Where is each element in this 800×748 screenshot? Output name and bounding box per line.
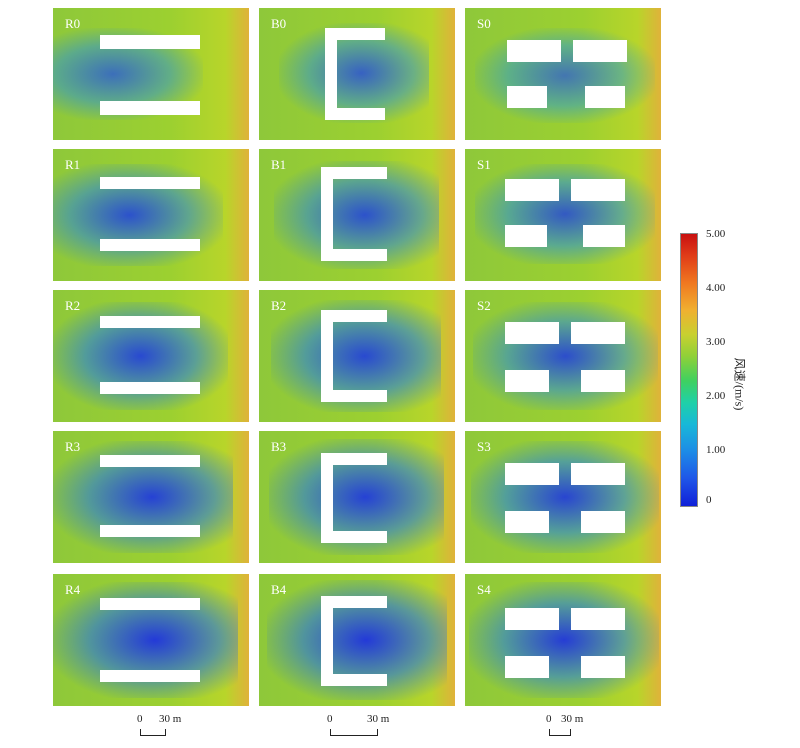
panel-label: R3 [65,439,81,454]
panel-label: B1 [271,157,287,172]
colorbar-tick: 4.00 [706,282,726,294]
panel-label: S3 [477,439,491,454]
panel-label: B0 [271,16,287,31]
scale-bar-line [549,729,571,736]
scale-label: 30 m [367,713,390,725]
panel-r3: R3 [53,431,249,563]
panel-label: B2 [271,298,287,313]
panel-label: S0 [477,16,491,31]
scale-zero: 0 [546,713,552,725]
colorbar [680,233,698,507]
scale-label: 30 m [561,713,584,725]
panel-s1: S1 [465,149,661,281]
panel-s3: S3 [465,431,661,563]
colorbar-tick: 3.00 [706,336,726,348]
colorbar-tick: 0 [706,494,712,506]
colorbar-tick: 5.00 [706,228,726,240]
panel-label: R4 [65,582,81,597]
panel-b2: B2 [259,290,455,422]
panel-r1: R1 [53,149,249,281]
panel-label: R2 [65,298,81,313]
panel-b4: B4 [259,574,455,706]
panel-r4: R4 [53,574,249,706]
panel-b3: B3 [259,431,455,563]
panel-r2: R2 [53,290,249,422]
panel-label: S1 [477,157,491,172]
scale-label: 30 m [159,713,182,725]
colorbar-tick: 1.00 [706,444,726,456]
scale-zero: 0 [327,713,333,725]
panel-s0: S0 [465,8,661,140]
panel-label: S4 [477,582,491,597]
colorbar-tick: 2.00 [706,390,726,402]
scale-bar-line [330,729,378,736]
panel-label: S2 [477,298,491,313]
panel-label: R0 [65,16,81,31]
panel-s2: S2 [465,290,661,422]
panel-b0: B0 [259,8,455,140]
panel-b1: B1 [259,149,455,281]
colorbar-title: 风速/(m/s) [732,357,747,411]
panel-r0: R0 [53,8,249,140]
scale-bar-line [140,729,166,736]
panel-label: B4 [271,582,287,597]
panel-s4: S4 [465,574,661,706]
scale-zero: 0 [137,713,143,725]
panel-label: B3 [271,439,287,454]
panel-label: R1 [65,157,81,172]
